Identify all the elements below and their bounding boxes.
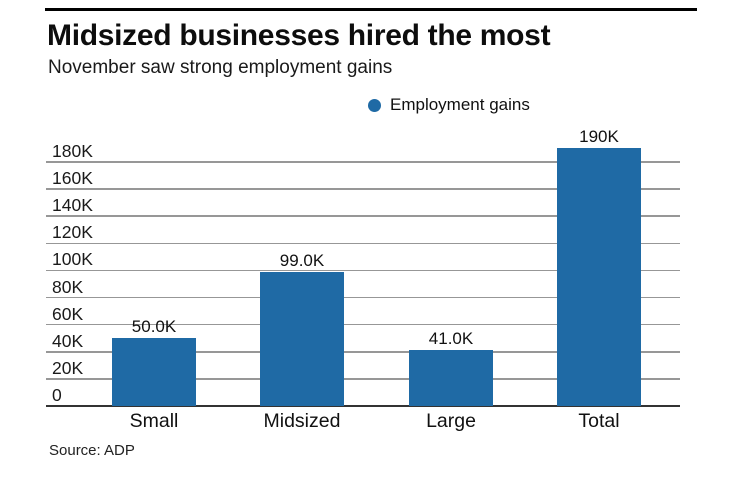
y-tick-label: 120K (52, 222, 93, 243)
bar-total (557, 148, 641, 406)
gridline (46, 378, 680, 380)
bar-value-label: 99.0K (279, 250, 325, 270)
bar-small (112, 338, 196, 406)
legend: Employment gains (368, 95, 530, 115)
y-tick-label: 80K (52, 276, 84, 297)
bar-value-label: 41.0K (428, 329, 474, 349)
bar-large (409, 350, 493, 406)
x-category-label: Total (578, 410, 620, 432)
gridline (46, 323, 680, 326)
x-axis-line (46, 405, 680, 407)
legend-circle-icon (368, 98, 381, 112)
gridline (46, 351, 680, 353)
top-rule (45, 8, 697, 11)
gridline (46, 296, 680, 299)
gridline (46, 188, 680, 190)
source-note: Source: ADP (49, 442, 135, 459)
y-tick-label: 20K (52, 357, 84, 378)
bar-value-label: 50.0K (131, 317, 177, 337)
x-category-label: Large (426, 410, 476, 432)
bar-value-label: 190K (579, 127, 619, 147)
gridline (46, 269, 680, 272)
chart-title: Midsized businesses hired the most (47, 19, 551, 52)
x-category-label: Midsized (263, 410, 341, 432)
gridline (46, 215, 680, 217)
gridline (46, 161, 680, 163)
y-tick-label: 160K (52, 168, 93, 189)
y-tick-label: 180K (52, 141, 93, 161)
y-tick-label: 0 (52, 385, 62, 405)
bar-midsized (260, 271, 344, 406)
y-tick-label: 60K (52, 303, 84, 324)
y-tick-label: 100K (52, 249, 93, 270)
gridline (46, 242, 680, 245)
chart-subtitle: November saw strong employment gains (48, 57, 393, 78)
y-tick-label: 140K (52, 195, 93, 216)
y-tick-label: 40K (52, 330, 84, 351)
x-category-label: Small (129, 410, 179, 432)
legend-label: Employment gains (390, 95, 530, 114)
